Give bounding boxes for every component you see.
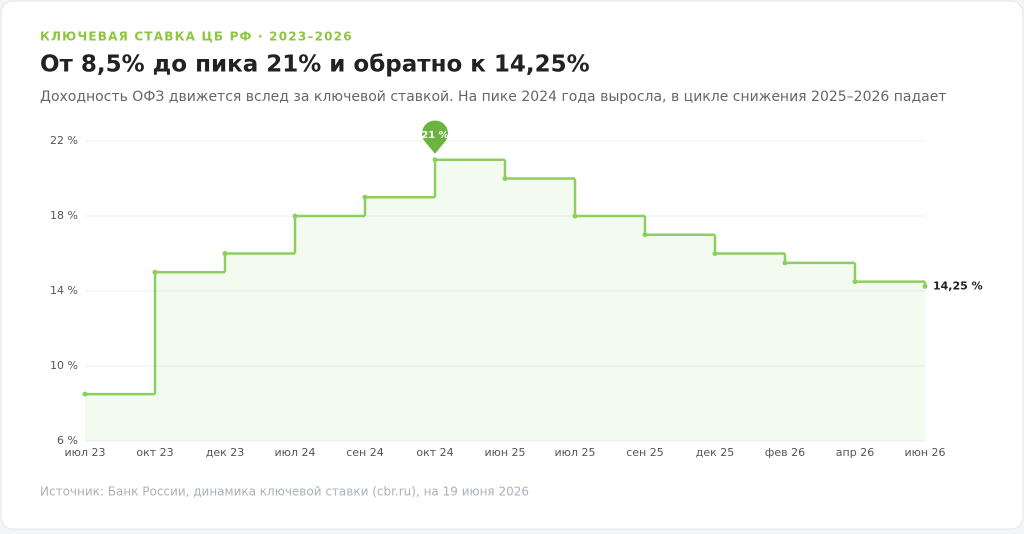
point	[852, 279, 858, 285]
chart-subtitle: Доходность ОФЗ движется вслед за ключево…	[40, 89, 947, 105]
x-tick-label: дек 23	[206, 446, 245, 459]
area	[225, 253, 295, 441]
point	[222, 251, 228, 256]
area	[785, 262, 855, 441]
point	[432, 157, 438, 163]
x-tick-label: сен 24	[346, 446, 384, 459]
kicker: КЛЮЧЕВАЯ СТАВКА ЦБ РФ · 2023–2026	[40, 30, 353, 44]
x-tick-label: дек 25	[696, 446, 735, 459]
end-label: 14,25 %	[933, 279, 983, 292]
x-tick-label: июл 24	[275, 446, 316, 459]
area	[505, 178, 575, 441]
x-tick-label: июл 25	[555, 446, 596, 459]
peak-label: 21 %	[421, 130, 448, 141]
area	[435, 159, 505, 441]
source: Источник: Банк России, динамика ключевой…	[40, 485, 529, 499]
y-tick-label: 22 %	[50, 134, 78, 147]
point	[152, 269, 158, 275]
y-tick-label: 10 %	[50, 359, 78, 372]
y-tick-label: 6 %	[57, 434, 78, 447]
area	[365, 197, 435, 441]
point	[642, 232, 648, 238]
point	[922, 283, 928, 289]
y-tick-label: 18 %	[50, 209, 78, 222]
point	[572, 213, 578, 219]
y-tick-label: 14 %	[50, 284, 78, 297]
x-tick-label: сен 25	[626, 446, 664, 459]
point	[782, 260, 788, 266]
area	[295, 216, 365, 441]
x-tick-label: июн 26	[904, 446, 945, 459]
point	[502, 176, 508, 181]
area	[715, 253, 785, 441]
x-tick-label: апр 26	[836, 446, 874, 459]
x-tick-label: фев 26	[765, 446, 805, 459]
area	[645, 234, 715, 441]
point	[712, 251, 718, 256]
point	[362, 194, 368, 200]
point	[82, 391, 88, 397]
peak-pin	[422, 120, 449, 154]
x-tick-label: июл 23	[65, 446, 106, 459]
x-tick-label: окт 24	[416, 446, 453, 459]
point	[292, 213, 298, 219]
area	[85, 394, 155, 441]
area	[855, 281, 925, 441]
x-tick-label: июн 25	[484, 446, 525, 459]
x-tick-label: окт 23	[136, 446, 173, 459]
area	[575, 216, 645, 441]
area	[155, 272, 225, 441]
chart-title: От 8,5% до пика 21% и обратно к 14,25%	[40, 52, 590, 78]
